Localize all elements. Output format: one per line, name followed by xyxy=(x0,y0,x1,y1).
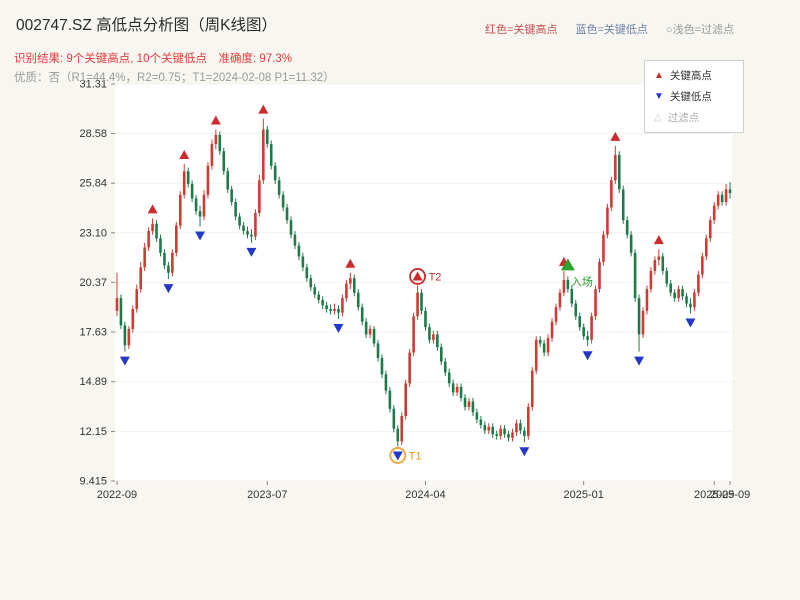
svg-text:12.15: 12.15 xyxy=(79,426,107,438)
annotation-label: T1 xyxy=(409,450,422,462)
legend-item-label: 关键高点 xyxy=(669,70,712,82)
quality-text: 优质：否（R1=44.4%，R2=0.75；T1=2024-02-08 P1=1… xyxy=(14,72,335,84)
annotation-circle xyxy=(389,447,407,464)
svg-text:2023-07: 2023-07 xyxy=(247,489,287,501)
svg-text:2025-09: 2025-09 xyxy=(710,489,750,501)
annotation-circle xyxy=(409,268,426,285)
svg-text:28.58: 28.58 xyxy=(79,128,107,140)
top-legend-key-low: 蓝色=关键低点 xyxy=(575,24,648,36)
triangle-hollow-icon: △ xyxy=(654,111,662,123)
legend-item-label: 过滤点 xyxy=(667,112,700,124)
annotation-label: T2 xyxy=(429,271,442,283)
svg-text:2025-09: 2025-09 xyxy=(694,489,734,501)
svg-text:23.10: 23.10 xyxy=(79,227,107,239)
legend-item-label: 关键低点 xyxy=(669,91,712,103)
legend-item-filtered: △ 过滤点 xyxy=(654,110,734,125)
svg-text:2024-04: 2024-04 xyxy=(405,489,445,501)
svg-text:20.37: 20.37 xyxy=(79,277,107,289)
entry-label: 入场 xyxy=(571,274,593,288)
page-title: 002747.SZ 高低点分析图（周K线图） xyxy=(16,17,277,34)
svg-text:2022-09: 2022-09 xyxy=(97,489,137,501)
triangle-up-icon: ▲ xyxy=(654,69,664,81)
svg-text:25.84: 25.84 xyxy=(79,178,107,190)
top-legend-filtered: ○浅色=过滤点 xyxy=(665,24,734,36)
top-legend: 红色=关键高点 蓝色=关键低点 ○浅色=过滤点 xyxy=(485,21,734,37)
svg-text:31.31: 31.31 xyxy=(79,79,107,91)
recognition-result-text: 识别结果: 9个关键高点, 10个关键低点 准确度: 97.3% xyxy=(14,53,292,65)
legend-item-key-high: ▲ 关键高点 xyxy=(654,68,734,83)
chart-legend-box: ▲ 关键高点 ▼ 关键低点 △ 过滤点 xyxy=(644,60,744,133)
triangle-down-icon: ▼ xyxy=(654,90,664,102)
svg-text:2025-01: 2025-01 xyxy=(563,489,603,501)
svg-text:9.415: 9.415 xyxy=(79,476,107,488)
svg-text:17.63: 17.63 xyxy=(79,327,107,339)
entry-marker xyxy=(560,258,575,271)
legend-item-key-low: ▼ 关键低点 xyxy=(654,89,734,104)
svg-text:14.89: 14.89 xyxy=(79,376,107,388)
top-legend-key-high: 红色=关键高点 xyxy=(485,24,558,36)
